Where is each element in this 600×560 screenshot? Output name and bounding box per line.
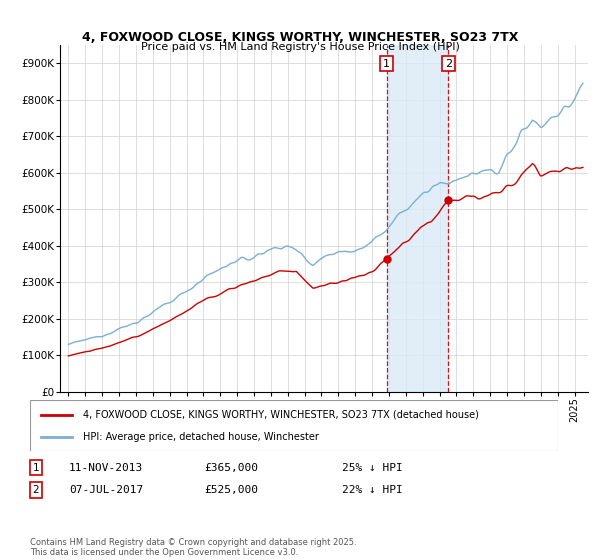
Text: 2: 2 — [445, 59, 452, 69]
Text: 07-JUL-2017: 07-JUL-2017 — [69, 485, 143, 495]
Text: £525,000: £525,000 — [204, 485, 258, 495]
Text: £365,000: £365,000 — [204, 463, 258, 473]
Text: 25% ↓ HPI: 25% ↓ HPI — [342, 463, 403, 473]
Text: HPI: Average price, detached house, Winchester: HPI: Average price, detached house, Winc… — [83, 432, 319, 442]
Text: 1: 1 — [32, 463, 40, 473]
Text: 11-NOV-2013: 11-NOV-2013 — [69, 463, 143, 473]
Text: 1: 1 — [383, 59, 390, 69]
Text: Price paid vs. HM Land Registry's House Price Index (HPI): Price paid vs. HM Land Registry's House … — [140, 42, 460, 52]
Text: Contains HM Land Registry data © Crown copyright and database right 2025.
This d: Contains HM Land Registry data © Crown c… — [30, 538, 356, 557]
FancyBboxPatch shape — [30, 400, 558, 451]
Text: 4, FOXWOOD CLOSE, KINGS WORTHY, WINCHESTER, SO23 7TX: 4, FOXWOOD CLOSE, KINGS WORTHY, WINCHEST… — [82, 31, 518, 44]
Text: 22% ↓ HPI: 22% ↓ HPI — [342, 485, 403, 495]
Text: 2: 2 — [32, 485, 40, 495]
Text: 4, FOXWOOD CLOSE, KINGS WORTHY, WINCHESTER, SO23 7TX (detached house): 4, FOXWOOD CLOSE, KINGS WORTHY, WINCHEST… — [83, 409, 479, 419]
Bar — [387, 45, 448, 392]
